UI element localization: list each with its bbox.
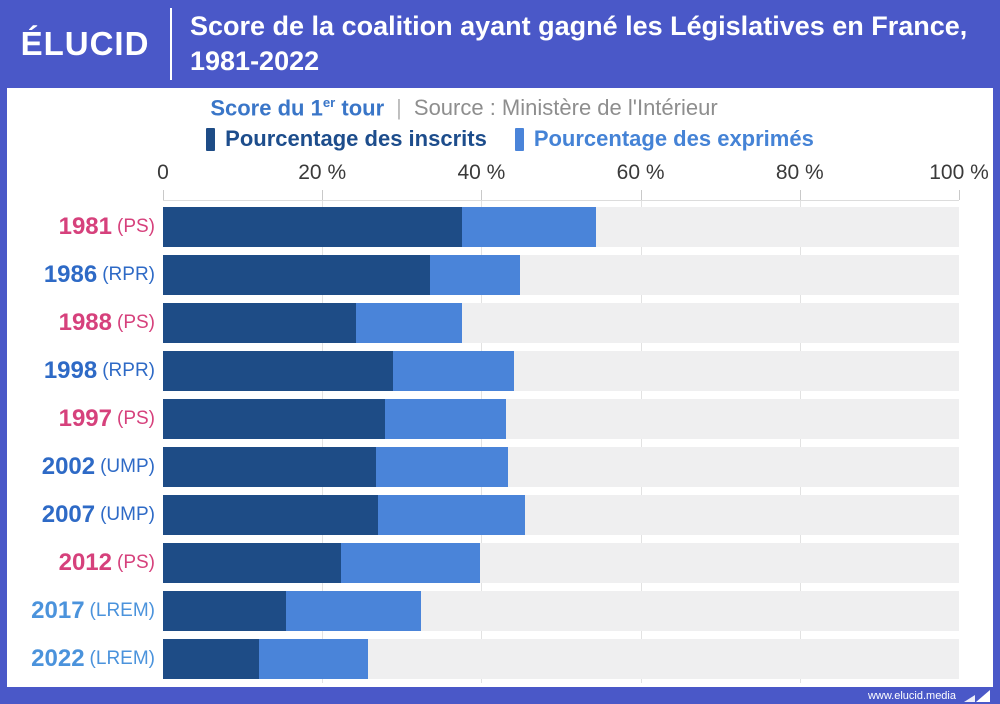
row-label: 1997 (PS)	[13, 399, 163, 439]
legend-label-exprimes: Pourcentage des exprimés	[533, 126, 814, 152]
footer-url[interactable]: www.elucid.media	[867, 689, 956, 702]
row-party-label: (UMP)	[100, 504, 155, 526]
row-party-label: (PS)	[117, 216, 155, 238]
row-party-label: (RPR)	[102, 264, 155, 286]
content-area: Score du 1er tour | Source : Ministère d…	[0, 88, 1000, 688]
x-axis-tick-mark	[640, 190, 642, 201]
row-year-label: 2022	[31, 645, 85, 673]
subtitle: Score du 1er tour | Source : Ministère d…	[0, 95, 957, 121]
x-axis-labels: 0 20 % 40 % 60 % 80 % 100 %	[157, 155, 989, 191]
chart-legend: Pourcentage des inscrits Pourcentage des…	[17, 126, 1000, 152]
chart-row: 2017 (LREM)	[31, 591, 959, 632]
row-label: 2007 (UMP)	[13, 495, 163, 535]
elucid-logo: ÉLUCID	[20, 25, 150, 62]
elucid-flag-icon	[964, 689, 990, 702]
plot-gridlines	[163, 201, 959, 684]
chart-row: 1997 (PS)	[59, 399, 959, 440]
row-year-label: 1988	[58, 309, 112, 337]
row-year-label: 2002	[41, 453, 96, 481]
bar-inscrits	[163, 351, 394, 392]
legend-item-inscrits: Pourcentage des inscrits	[206, 126, 487, 152]
chart-row: 2002 (UMP)	[42, 447, 959, 488]
x-axis-tick-mark	[163, 190, 164, 201]
row-label: 1986 (RPR)	[13, 255, 163, 295]
page-title: Score de la coalition ayant gagné les Lé…	[190, 10, 968, 76]
subtitle-score: Score du 1er tour	[210, 95, 385, 121]
x-axis-tick-mark	[322, 190, 324, 201]
row-label: 1998 (RPR)	[13, 351, 163, 391]
chart-row: 1986 (RPR)	[44, 255, 959, 296]
row-party-label: (LREM)	[89, 600, 155, 622]
row-label: 2012 (PS)	[13, 543, 163, 583]
row-year-label: 1981	[58, 213, 112, 241]
row-party-label: (PS)	[117, 312, 155, 334]
chart-row: 2007 (UMP)	[42, 495, 959, 536]
bar-inscrits	[163, 543, 342, 584]
x-axis-tick-label: 60 %	[616, 161, 665, 185]
row-year-label: 1997	[58, 405, 112, 433]
bar-chart: 0 20 % 40 % 60 % 80 % 100 % 1981 (PS) 1986 (R…	[31, 152, 989, 687]
bar-inscrits	[163, 303, 357, 344]
bar-inscrits	[163, 207, 463, 248]
chart-row: 1988 (PS)	[59, 303, 959, 344]
x-axis-tick-mark	[799, 190, 801, 201]
gridline	[322, 201, 324, 684]
row-party-label: (PS)	[117, 552, 155, 574]
gridline	[640, 201, 642, 684]
x-axis-tick-label: 0	[157, 161, 169, 185]
gridline	[481, 201, 483, 684]
x-axis-tick-mark	[959, 190, 960, 201]
row-label: 2022 (LREM)	[13, 639, 163, 679]
header: ÉLUCID Score de la coalition ayant gagné…	[0, 0, 1000, 88]
footer: www.elucid.media	[0, 687, 1000, 704]
x-axis-tick-label: 40 %	[457, 161, 506, 185]
legend-label-inscrits: Pourcentage des inscrits	[225, 126, 487, 152]
x-axis-tick-label: 80 %	[775, 161, 824, 185]
bar-inscrits	[163, 447, 377, 488]
chart-row: 2022 (LREM)	[31, 639, 959, 680]
row-year-label: 1986	[43, 261, 98, 289]
legend-swatch-inscrits-icon	[206, 127, 216, 151]
row-party-label: (UMP)	[100, 456, 155, 478]
row-party-label: (PS)	[117, 408, 155, 430]
row-year-label: 2017	[31, 597, 85, 625]
gridline	[799, 201, 801, 684]
x-axis-tick-label: 100 %	[929, 161, 989, 185]
plot-area: 1981 (PS) 1986 (RPR) 1988 (PS) 1998 (RPR…	[31, 201, 959, 687]
subtitle-separator: |	[396, 95, 402, 121]
row-year-label: 2012	[58, 549, 112, 577]
row-label: 2002 (UMP)	[13, 447, 163, 487]
chart-row: 1998 (RPR)	[44, 351, 959, 392]
bar-inscrits	[163, 495, 378, 536]
row-party-label: (RPR)	[102, 360, 155, 382]
bar-inscrits	[163, 255, 430, 296]
legend-item-exprimes: Pourcentage des exprimés	[514, 126, 814, 152]
x-axis-tick-mark	[481, 190, 483, 201]
chart-row: 2012 (PS)	[59, 543, 959, 584]
row-party-label: (LREM)	[89, 648, 155, 670]
chart-row: 1981 (PS)	[59, 207, 959, 248]
x-axis-ticks	[163, 190, 960, 202]
row-label: 2017 (LREM)	[13, 591, 163, 631]
row-year-label: 2007	[41, 501, 96, 529]
subtitle-source: Source : Ministère de l'Intérieur	[413, 95, 718, 121]
row-label: 1981 (PS)	[13, 207, 163, 247]
header-divider	[170, 8, 172, 80]
bar-inscrits	[163, 399, 386, 440]
row-year-label: 1998	[43, 357, 98, 385]
legend-swatch-exprimes-icon	[514, 127, 524, 151]
x-axis-tick-label: 20 %	[298, 161, 347, 185]
bar-inscrits	[163, 639, 259, 680]
bar-inscrits	[163, 591, 287, 632]
row-label: 1988 (PS)	[13, 303, 163, 343]
